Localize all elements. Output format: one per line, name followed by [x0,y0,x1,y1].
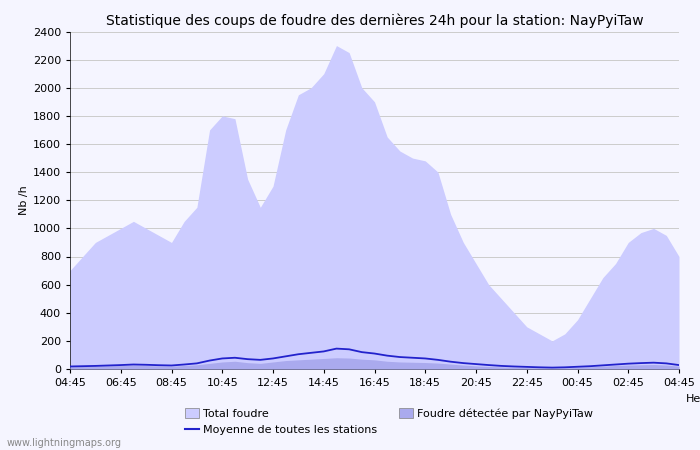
Legend: Total foudre, Moyenne de toutes les stations, Foudre détectée par NayPyiTaw: Total foudre, Moyenne de toutes les stat… [186,408,593,435]
Text: www.lightningmaps.org: www.lightningmaps.org [7,438,122,448]
Y-axis label: Nb /h: Nb /h [19,185,29,215]
Title: Statistique des coups de foudre des dernières 24h pour la station: NayPyiTaw: Statistique des coups de foudre des dern… [106,13,643,27]
Text: Heure: Heure [686,394,700,404]
